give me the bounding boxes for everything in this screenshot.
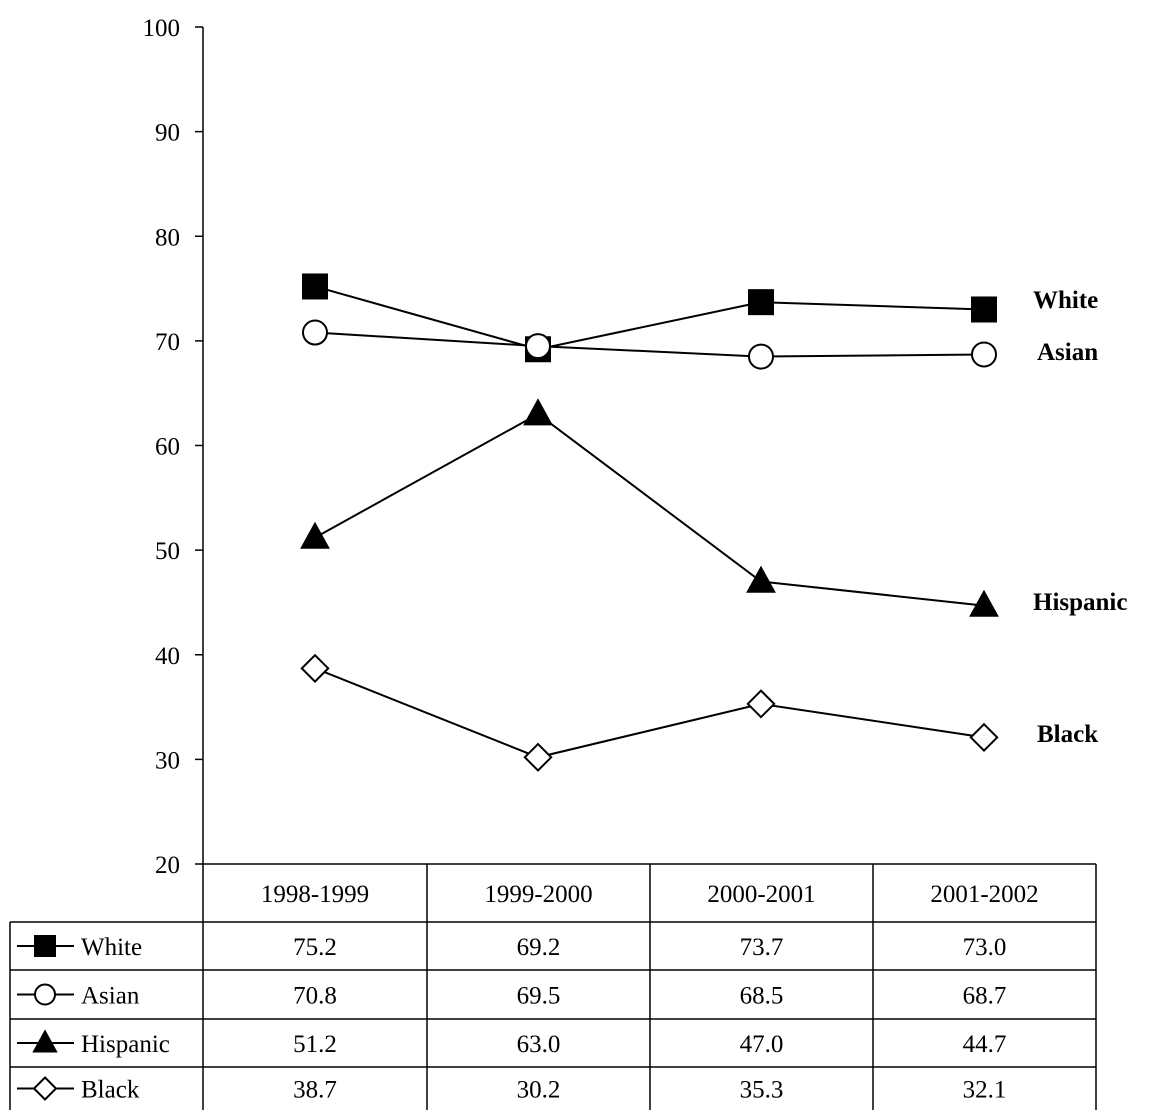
- y-tick-label: 40: [155, 643, 180, 670]
- end-label-white: White: [1033, 287, 1098, 314]
- data-point: [969, 589, 999, 617]
- y-tick-label: 70: [155, 329, 180, 356]
- table-row-white: White 75.2 69.2 73.7 73.0: [17, 934, 1006, 961]
- data-point: [523, 398, 553, 426]
- y-tick-label: 50: [155, 538, 180, 565]
- data-point: [971, 296, 997, 323]
- legend-key-marker: [34, 983, 56, 1006]
- y-tick-label: 80: [155, 224, 180, 251]
- data-point: [748, 289, 774, 316]
- data-point: [300, 521, 330, 549]
- y-tick-label: 100: [143, 15, 181, 42]
- y-tick-label: 60: [155, 434, 180, 461]
- table-cell-value: 30.2: [517, 1077, 561, 1104]
- y-tick-label: 90: [155, 120, 180, 147]
- data-point: [302, 273, 328, 300]
- table-cell-value: 63.0: [517, 1031, 561, 1058]
- series-line: [314, 285, 985, 351]
- series-line: [314, 667, 985, 759]
- end-label-asian: Asian: [1037, 339, 1098, 366]
- table-cell-value: 69.2: [517, 934, 561, 961]
- series-line: [314, 331, 985, 358]
- table-cell-value: 70.8: [293, 983, 337, 1010]
- table-cell-value: 69.5: [517, 983, 561, 1010]
- table-cell-value: 68.5: [740, 983, 784, 1010]
- y-tick-label: 30: [155, 747, 180, 774]
- table-cell-value: 73.7: [740, 934, 784, 961]
- data-point: [523, 742, 553, 772]
- table-row-hispanic: Hispanic 51.2 63.0 47.0 44.7: [17, 1029, 1007, 1058]
- data-point: [746, 689, 776, 719]
- table-cell-value: 51.2: [293, 1031, 337, 1058]
- data-point: [969, 722, 999, 753]
- series-line: [314, 412, 985, 607]
- data-point: [300, 653, 330, 683]
- x-category-label: 2001-2002: [930, 881, 1038, 908]
- table-row-asian: Asian 70.8 69.5 68.5 68.7: [17, 983, 1006, 1010]
- legend-key-marker: [34, 935, 56, 957]
- data-table: 1998-1999 1999-2000 2000-2001 2001-2002 Whit…: [9, 863, 1097, 1110]
- table-row-black: Black 38.7 30.2 35.3 32.1: [17, 1076, 1007, 1104]
- legend-label: Black: [81, 1077, 140, 1104]
- legend-label: Asian: [81, 983, 140, 1010]
- x-category-label: 1999-2000: [484, 881, 592, 908]
- table-cell-value: 32.1: [963, 1077, 1007, 1104]
- series-white: [302, 273, 997, 363]
- data-point: [748, 343, 774, 370]
- table-cell-value: 68.7: [963, 983, 1007, 1010]
- end-label-black: Black: [1037, 721, 1098, 748]
- series-asian: [302, 319, 997, 370]
- table-cell-value: 75.2: [293, 934, 337, 961]
- series-hispanic: [300, 398, 999, 617]
- y-tick-label: 20: [155, 852, 180, 879]
- data-point: [525, 333, 551, 360]
- table-cell-value: 38.7: [293, 1077, 337, 1104]
- legend-label: White: [81, 934, 142, 961]
- legend-label: Hispanic: [81, 1031, 170, 1058]
- x-category-label: 1998-1999: [261, 881, 369, 908]
- legend-key-marker: [32, 1029, 58, 1053]
- table-cell-value: 35.3: [740, 1077, 784, 1104]
- y-axis: 20 30 40 50 60 70 80 90 100: [143, 15, 204, 879]
- legend-key-marker: [32, 1076, 58, 1101]
- series-black: [300, 653, 999, 772]
- data-point: [971, 341, 997, 368]
- data-point: [746, 565, 776, 593]
- data-point: [302, 319, 328, 346]
- end-label-hispanic: Hispanic: [1033, 589, 1127, 616]
- plot-area: [300, 273, 999, 772]
- table-cell-value: 73.0: [963, 934, 1007, 961]
- table-cell-value: 47.0: [740, 1031, 784, 1058]
- x-category-label: 2000-2001: [707, 881, 815, 908]
- table-cell-value: 44.7: [963, 1031, 1007, 1058]
- series-end-labels: White Asian Hispanic Black: [1033, 287, 1127, 748]
